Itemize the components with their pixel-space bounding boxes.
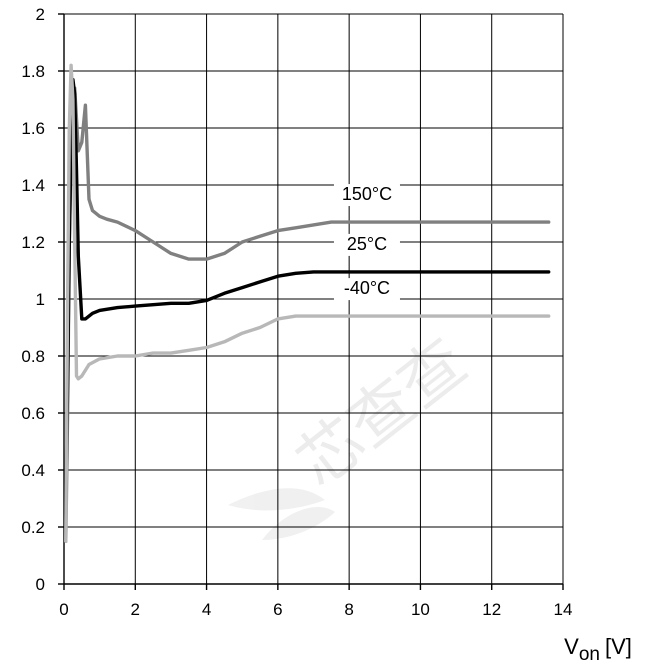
x-tick-label: 2 bbox=[131, 600, 140, 619]
series-layer bbox=[64, 63, 551, 543]
y-tick-label: 1.8 bbox=[21, 62, 45, 81]
grid bbox=[64, 13, 564, 584]
x-tick-label: 0 bbox=[59, 600, 68, 619]
y-tick-label: 0.4 bbox=[21, 461, 45, 480]
x-axis-label-main: V bbox=[564, 634, 579, 659]
y-tick-label: 1 bbox=[36, 290, 45, 309]
x-axis-label-sub: on bbox=[579, 644, 600, 665]
series-150c-label-bg bbox=[333, 184, 400, 207]
series-minus40c-label-bg bbox=[333, 278, 400, 301]
tick-labels: 0 2 4 6 8 10 12 14 0 0.2 0.4 0.6 0.8 1 1.2 1.4 1.6 1.8 2 bbox=[21, 5, 572, 619]
y-tick-label: 0.2 bbox=[21, 518, 45, 537]
series-minus40c-line bbox=[64, 63, 551, 543]
watermark: 芯查查 bbox=[228, 325, 480, 540]
y-tick-label: 0.8 bbox=[21, 347, 45, 366]
y-tick-label: 0 bbox=[36, 575, 45, 594]
x-axis-label: Von [V] bbox=[564, 634, 632, 665]
x-tick-label: 8 bbox=[344, 600, 353, 619]
y-tick-label: 1.6 bbox=[21, 119, 45, 138]
y-tick-label: 1.2 bbox=[21, 233, 45, 252]
x-tick-label: 4 bbox=[202, 600, 211, 619]
series-25c-label-bg bbox=[333, 233, 400, 256]
watermark-leaf-icon bbox=[228, 488, 335, 540]
y-tick-label: 2 bbox=[36, 5, 45, 24]
series-25c-label: 25°C bbox=[347, 234, 387, 254]
series-150c-label: 150°C bbox=[342, 184, 392, 204]
series-labels: 150°C 25°C -40°C bbox=[333, 184, 400, 301]
x-tick-label: 10 bbox=[411, 600, 430, 619]
x-tick-label: 14 bbox=[554, 600, 573, 619]
x-tick-label: 12 bbox=[482, 600, 501, 619]
x-tick-label: 6 bbox=[273, 600, 282, 619]
axes bbox=[58, 13, 564, 590]
x-axis-label-unit: [V] bbox=[605, 634, 632, 659]
series-minus40c-label: -40°C bbox=[344, 278, 390, 298]
y-tick-label: 0.6 bbox=[21, 404, 45, 423]
y-tick-label: 1.4 bbox=[21, 176, 45, 195]
